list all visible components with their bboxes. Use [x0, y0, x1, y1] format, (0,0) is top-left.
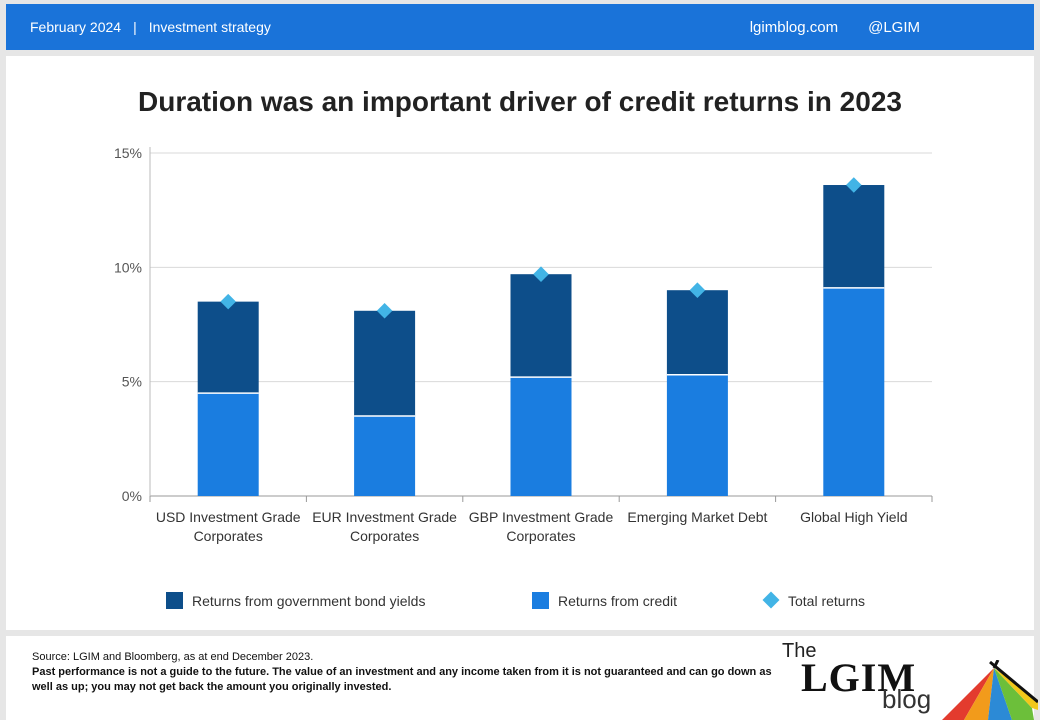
chart-title: Duration was an important driver of cred… — [138, 86, 902, 117]
logo-the: The — [782, 640, 817, 662]
publication-date: February 2024 — [30, 19, 122, 35]
logo-lgim: LGIM — [801, 655, 917, 700]
bar-govt-yields — [510, 274, 572, 378]
y-tick-label: 0% — [122, 488, 142, 504]
bar-credit — [666, 374, 728, 496]
legend-label: Total returns — [788, 593, 866, 609]
x-category-label: GBP Investment Grade Corporates — [469, 509, 614, 544]
disclaimer: Past performance is not a guide to the f… — [32, 666, 772, 693]
legend-swatch — [166, 592, 183, 609]
website-link[interactable]: lgimblog.com — [749, 19, 839, 36]
source-note: Source: LGIM and Bloomberg, as at end De… — [32, 651, 314, 663]
y-tick-label: 5% — [122, 374, 142, 390]
umbrella-logo-icon — [942, 660, 1038, 720]
banner-right: lgimblog.com @LGIM — [750, 19, 920, 36]
footer: Source: LGIM and Bloomberg, as at end De… — [6, 636, 1038, 720]
chart-legend: Returns from government bond yields Retur… — [6, 588, 1034, 612]
bar-credit — [510, 377, 572, 496]
bar-govt-yields — [354, 310, 416, 416]
bar-govt-yields — [197, 301, 259, 394]
total-return-marker — [689, 282, 706, 298]
y-tick-label: 15% — [114, 145, 142, 161]
legend-label: Returns from government bond yields — [192, 593, 426, 609]
bar-govt-yields — [823, 185, 885, 288]
banner-left: February 2024 | Investment strategy — [30, 19, 271, 35]
x-category-label: Global High Yield — [800, 509, 907, 525]
top-banner: February 2024 | Investment strategy lgimbl… — [6, 4, 1034, 50]
stacked-bar-chart: 0% 5% 10% 15% USD Investment Grade Corporates… — [114, 145, 933, 544]
bar-credit — [354, 415, 416, 496]
bar-credit — [823, 287, 885, 496]
chart-panel: Duration was an important driver of cred… — [6, 56, 1034, 630]
section-label: Investment strategy — [148, 19, 271, 35]
legend-diamond-icon — [762, 591, 780, 609]
x-category-label: USD Investment Grade Corporates — [156, 509, 301, 544]
logo-blog: blog — [882, 684, 932, 714]
y-tick-label: 10% — [114, 259, 142, 275]
bar-govt-yields — [666, 290, 728, 375]
bar-credit — [197, 393, 259, 496]
twitter-handle[interactable]: @LGIM — [868, 19, 920, 36]
total-return-marker — [220, 293, 236, 310]
x-category-label: Emerging Market Debt — [627, 509, 767, 525]
legend-swatch — [532, 592, 549, 609]
legend-label: Returns from credit — [558, 593, 678, 609]
x-category-label: EUR Investment Grade Corporates — [312, 509, 457, 544]
banner-separator: | — [133, 19, 137, 35]
